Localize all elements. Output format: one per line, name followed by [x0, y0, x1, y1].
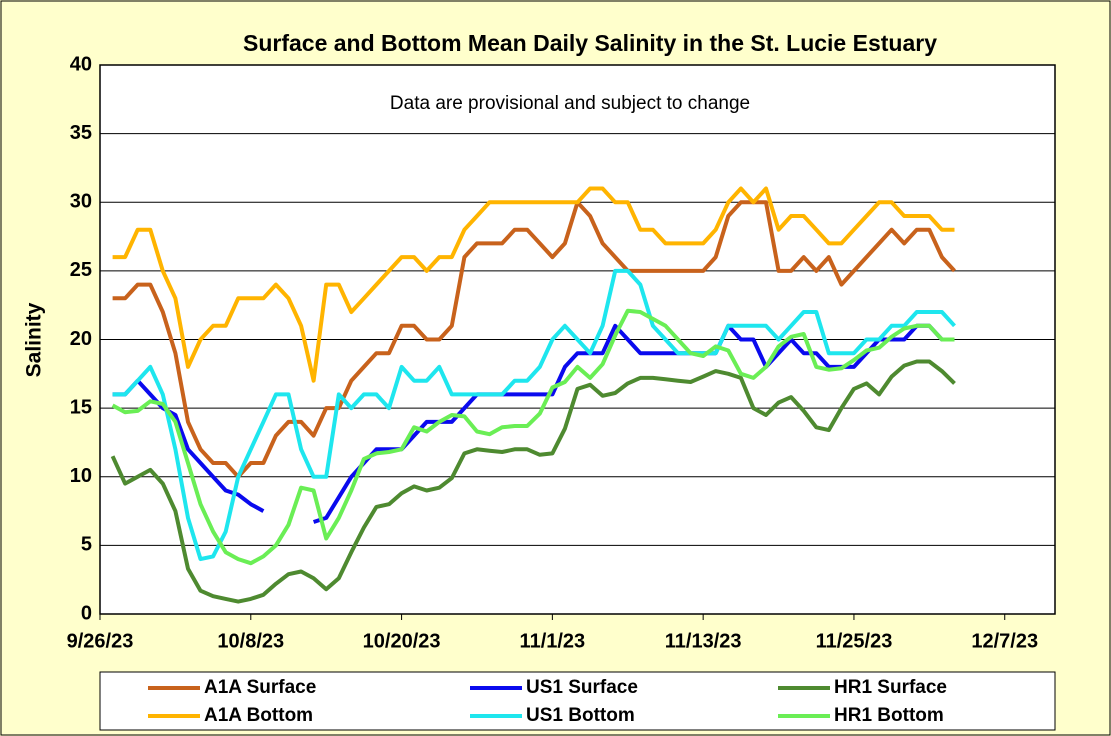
y-tick-label: 5	[81, 534, 92, 556]
x-tick-label: 10/20/23	[363, 630, 441, 652]
y-tick-label: 0	[81, 602, 92, 624]
x-tick-label: 11/1/23	[520, 630, 586, 652]
legend-label: US1 Bottom	[526, 705, 635, 726]
x-tick-label: 12/7/23	[971, 630, 1038, 652]
series-line	[112, 200, 956, 479]
chart-title: Surface and Bottom Mean Daily Salinity i…	[243, 30, 937, 56]
x-tick-label: 9/26/23	[67, 630, 134, 652]
legend-label: US1 Surface	[526, 677, 638, 698]
legend-label: A1A Surface	[204, 677, 316, 698]
y-tick-label: 40	[70, 53, 92, 75]
legend-label: HR1 Bottom	[834, 705, 944, 726]
series-line	[112, 186, 955, 383]
x-tick-label: 10/8/23	[217, 630, 284, 652]
y-tick-label: 35	[70, 122, 92, 144]
y-tick-label: 15	[70, 396, 92, 418]
annotation: Data are provisional and subject to chan…	[390, 93, 750, 114]
series-line	[110, 359, 956, 604]
legend-box	[99, 671, 1056, 731]
x-tick-label: 11/13/23	[665, 630, 742, 652]
x-tick-label: 11/25/23	[816, 630, 893, 652]
legend-label: HR1 Surface	[834, 677, 947, 698]
y-tick-label: 20	[70, 328, 92, 350]
series-line	[111, 308, 955, 566]
y-tick-label: 30	[70, 191, 92, 213]
legend-label: A1A Bottom	[204, 705, 313, 726]
y-axis-label: Salinity	[23, 302, 46, 377]
y-tick-label: 25	[70, 259, 92, 281]
series-line	[112, 268, 956, 562]
y-tick-label: 10	[70, 465, 92, 487]
